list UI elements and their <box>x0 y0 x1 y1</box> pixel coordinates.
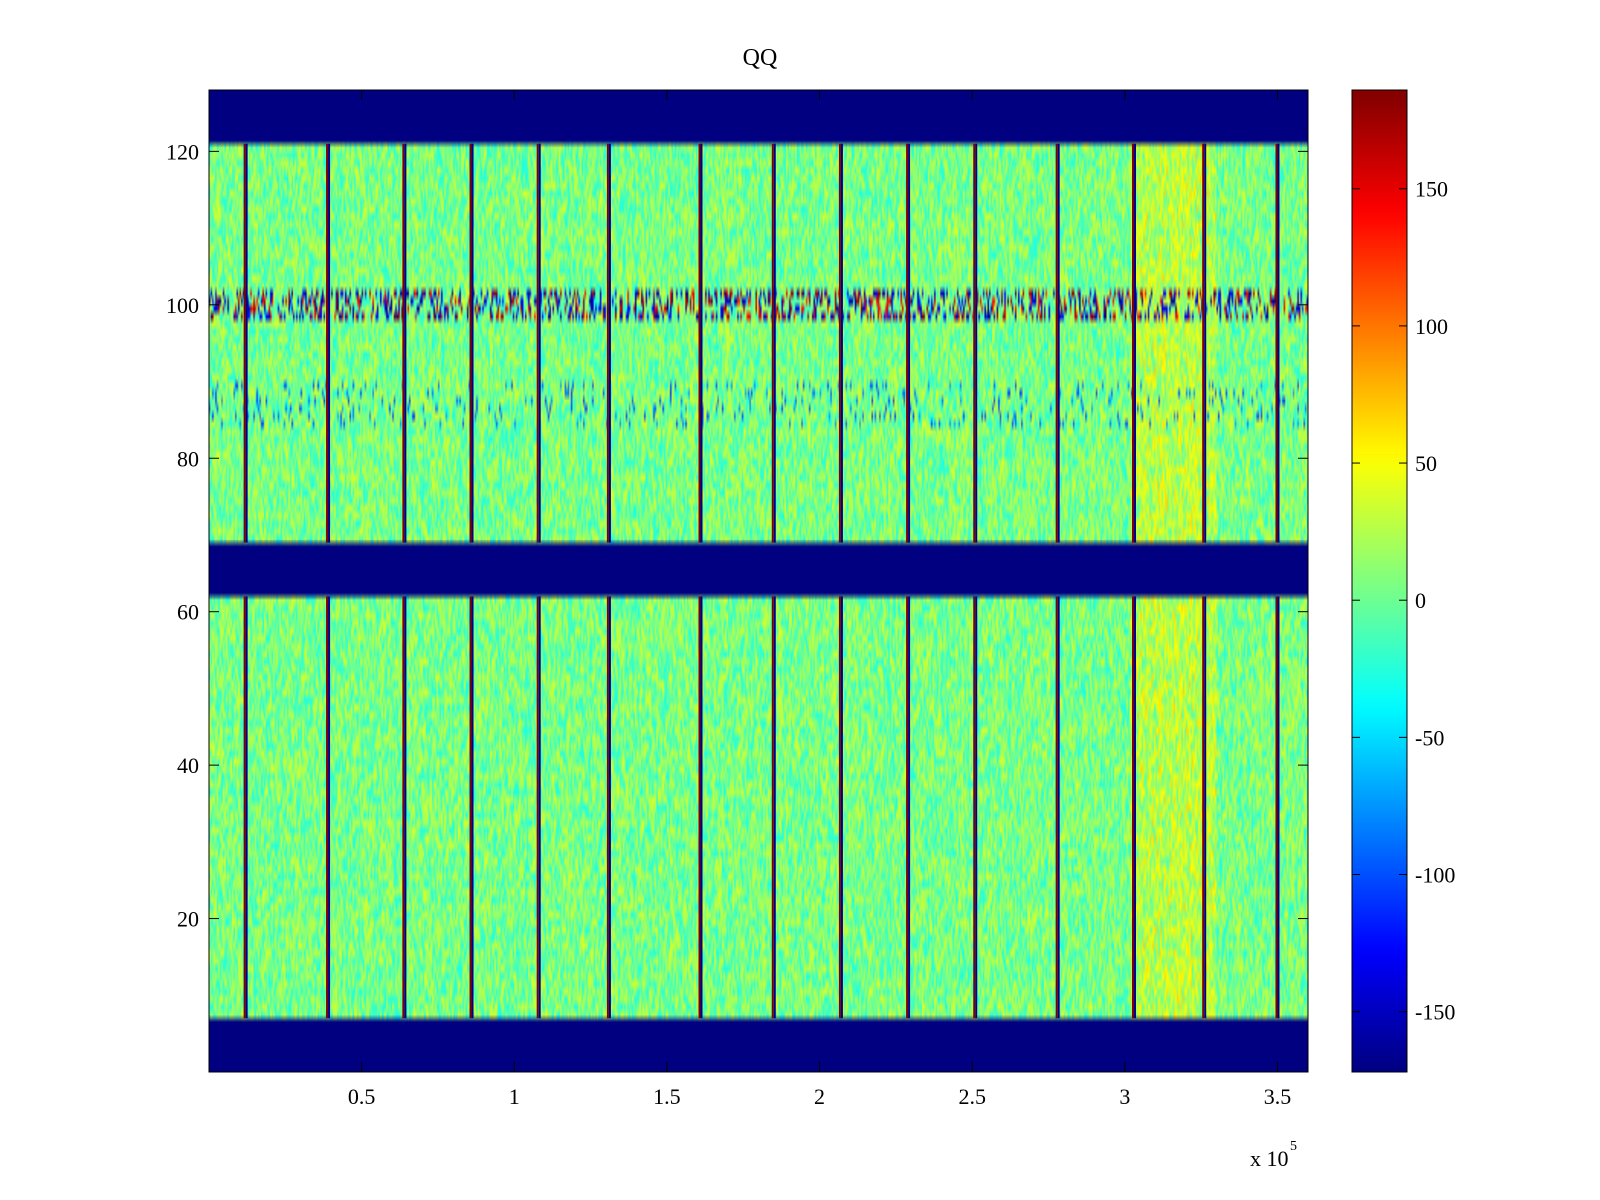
stripe-dark <box>700 596 703 1019</box>
stripe-red <box>469 596 472 1019</box>
colorbar-tick-label: 50 <box>1415 451 1437 476</box>
stripe-red <box>606 143 609 543</box>
stripe-dark <box>328 143 331 543</box>
stripe-red <box>906 143 909 543</box>
stripe-red <box>243 596 246 1019</box>
stripe-dark <box>840 596 843 1019</box>
chart-title: QQ <box>743 45 778 71</box>
stripe-dark <box>245 143 248 543</box>
y-tick-label: 40 <box>177 753 199 778</box>
stripe-red <box>1275 143 1278 543</box>
stripe-dark <box>245 596 248 1019</box>
stripe-red <box>402 596 405 1019</box>
stripe-dark <box>608 596 611 1019</box>
stripe-dark <box>1277 143 1280 543</box>
stripe-dark <box>773 596 776 1019</box>
y-tick-label: 120 <box>166 139 199 164</box>
stripe-red <box>1202 143 1205 543</box>
plot-frame <box>208 89 1309 1073</box>
y-tick-label: 100 <box>166 293 199 318</box>
colorbar-tick-label: 100 <box>1415 314 1448 339</box>
stripe-red <box>906 596 909 1019</box>
stripe-dark <box>328 596 331 1019</box>
stripe-red <box>326 596 329 1019</box>
stripe-dark <box>975 596 978 1019</box>
stripe-dark <box>1057 143 1060 543</box>
x-tick-label: 1 <box>509 1084 520 1109</box>
stripe-red <box>973 596 976 1019</box>
heatmap-image <box>209 90 1308 1072</box>
x-tick-label: 1.5 <box>653 1084 681 1109</box>
stripe-dark <box>773 143 776 543</box>
stripe-red <box>771 596 774 1019</box>
stripe-dark <box>1133 143 1136 543</box>
stripe-dark <box>404 143 407 543</box>
stripe-dark <box>471 143 474 543</box>
stripe-red <box>1055 143 1058 543</box>
stripe-dark <box>1204 596 1207 1019</box>
colorbar-tick-label: 0 <box>1415 588 1426 613</box>
stripe-red <box>838 596 841 1019</box>
stripe-dark <box>538 143 541 543</box>
colorbar-tick-label: 150 <box>1415 177 1448 202</box>
colorbar-tick-label: -150 <box>1415 1000 1455 1025</box>
stripe-red <box>326 143 329 543</box>
colorbar-frame <box>1351 89 1408 1073</box>
stripe-dark <box>840 143 843 543</box>
stripe-dark <box>700 143 703 543</box>
heatmap-plot-area <box>208 89 1309 1073</box>
stripe-red <box>469 143 472 543</box>
stripe-red <box>536 143 539 543</box>
stripe-red <box>838 143 841 543</box>
colorbar: 150 100 50 0 -50 -100 -150 <box>1351 89 1455 1073</box>
stripe-red <box>698 143 701 543</box>
x-tick-label: 3.5 <box>1264 1084 1292 1109</box>
stripe-red <box>1275 596 1278 1019</box>
x-axis: 0.5 1 1.5 2 2.5 3 3.5 <box>348 90 1291 1109</box>
stripe-red <box>243 143 246 543</box>
stripe-dark <box>404 596 407 1019</box>
x-exponent-label: x 10 <box>1250 1146 1289 1171</box>
stripe-red <box>698 596 701 1019</box>
x-tick-label: 2.5 <box>958 1084 986 1109</box>
stripe-dark <box>1057 596 1060 1019</box>
colorbar-tick-label: -50 <box>1415 725 1444 750</box>
colorbar-image <box>1352 90 1407 1072</box>
stripe-dark <box>1204 143 1207 543</box>
y-axis: 20 40 60 80 100 120 <box>166 139 1308 932</box>
stripe-dark <box>608 143 611 543</box>
stripe-dark <box>471 596 474 1019</box>
stripe-red <box>1131 143 1134 543</box>
colorbar-tick-label: -100 <box>1415 863 1455 888</box>
x-tick-label: 0.5 <box>348 1084 376 1109</box>
stripe-dark <box>538 596 541 1019</box>
y-tick-label: 20 <box>177 907 199 932</box>
vertical-stripes <box>243 143 1280 1019</box>
colorbar-ticks: 150 100 50 0 -50 -100 -150 <box>1352 177 1455 1025</box>
stripe-red <box>402 143 405 543</box>
stripe-red <box>973 143 976 543</box>
x-tick-label: 2 <box>814 1084 825 1109</box>
stripe-dark <box>1277 596 1280 1019</box>
stripe-dark <box>1133 596 1136 1019</box>
x-exponent-power: 5 <box>1290 1139 1297 1154</box>
stripe-dark <box>975 143 978 543</box>
x-exponent: x 10 5 <box>1250 1139 1297 1171</box>
stripe-dark <box>908 143 911 543</box>
stripe-red <box>1131 596 1134 1019</box>
stripe-red <box>1055 596 1058 1019</box>
stripe-red <box>536 596 539 1019</box>
stripe-red <box>606 596 609 1019</box>
stripe-red <box>1202 596 1205 1019</box>
x-tick-label: 3 <box>1119 1084 1130 1109</box>
stripe-red <box>771 143 774 543</box>
y-tick-label: 60 <box>177 600 199 625</box>
stripe-dark <box>908 596 911 1019</box>
y-tick-label: 80 <box>177 446 199 471</box>
